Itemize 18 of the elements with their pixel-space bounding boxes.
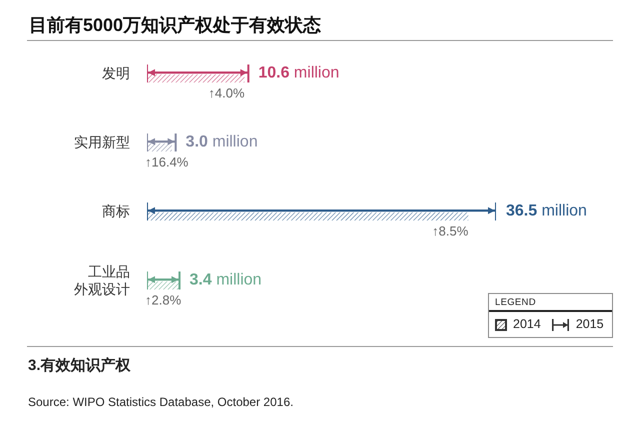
y-tick-label: 实用新型 bbox=[74, 134, 130, 150]
annotation: ↑8.5% bbox=[432, 224, 469, 238]
data-label: 3.0 million bbox=[186, 133, 258, 150]
legend-title: LEGEND bbox=[489, 294, 612, 312]
y-tick-label: 商标 bbox=[102, 203, 130, 219]
data-label: 3.4 million bbox=[190, 271, 262, 288]
source-note: Source: WIPO Statistics Database, October 2016. bbox=[28, 395, 294, 410]
y-tick-label: 工业品外观设计 bbox=[74, 263, 130, 297]
y-tick-label: 发明 bbox=[102, 65, 130, 81]
data-label: 36.5 million bbox=[506, 202, 587, 220]
annotation: ↑2.8% bbox=[145, 292, 182, 308]
text: 2014 bbox=[513, 317, 541, 332]
text: 2015 bbox=[576, 317, 604, 332]
annotation: ↑4.0% bbox=[208, 86, 245, 100]
text: 3.有效知识产权 bbox=[28, 357, 131, 375]
chart-title: 目前有5000万知识产权处于有效状态 bbox=[29, 14, 322, 36]
data-label: 10.6 million bbox=[258, 64, 340, 82]
annotation: ↑16.4% bbox=[145, 154, 189, 170]
